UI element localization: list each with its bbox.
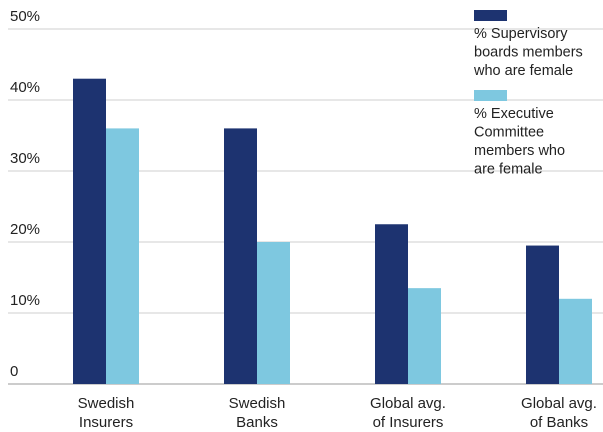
y-tick-label: 10%	[10, 292, 40, 309]
y-axis: 0 10% 20% 30% 40% 50%	[10, 8, 40, 380]
y-tick-label: 0	[10, 363, 18, 380]
legend-swatch	[474, 10, 507, 21]
bar	[73, 78, 106, 384]
bar	[559, 298, 592, 384]
x-category-label: Global avg.	[521, 395, 597, 412]
y-tick-label: 40%	[10, 79, 40, 96]
bar	[526, 245, 559, 384]
legend-label: % Executive	[474, 106, 554, 122]
legend-label: Committee	[474, 125, 544, 141]
bar	[257, 242, 290, 384]
legend-label: % Supervisory	[474, 26, 568, 42]
y-tick-label: 50%	[10, 8, 40, 25]
x-axis: Swedish Insurers Swedish Banks Global avg. of…	[78, 395, 597, 431]
legend-label: are female	[474, 162, 543, 178]
legend-label: who are female	[473, 63, 573, 79]
x-category-label: Swedish	[78, 395, 135, 412]
legend: % Supervisory boards members who are femal…	[473, 10, 583, 178]
legend-label: boards members	[474, 45, 583, 61]
bars	[73, 78, 592, 384]
bar	[375, 224, 408, 384]
legend-label: members who	[474, 143, 565, 159]
x-category-label: of Banks	[530, 414, 588, 431]
y-tick-label: 30%	[10, 150, 40, 167]
x-category-label: Swedish	[229, 395, 286, 412]
x-category-label: of Insurers	[373, 414, 444, 431]
y-tick-label: 20%	[10, 221, 40, 238]
x-category-label: Global avg.	[370, 395, 446, 412]
x-category-label: Banks	[236, 414, 278, 431]
bar	[408, 288, 441, 384]
x-category-label: Insurers	[79, 414, 133, 431]
bar	[224, 128, 257, 384]
legend-swatch	[474, 90, 507, 101]
bar	[106, 128, 139, 384]
